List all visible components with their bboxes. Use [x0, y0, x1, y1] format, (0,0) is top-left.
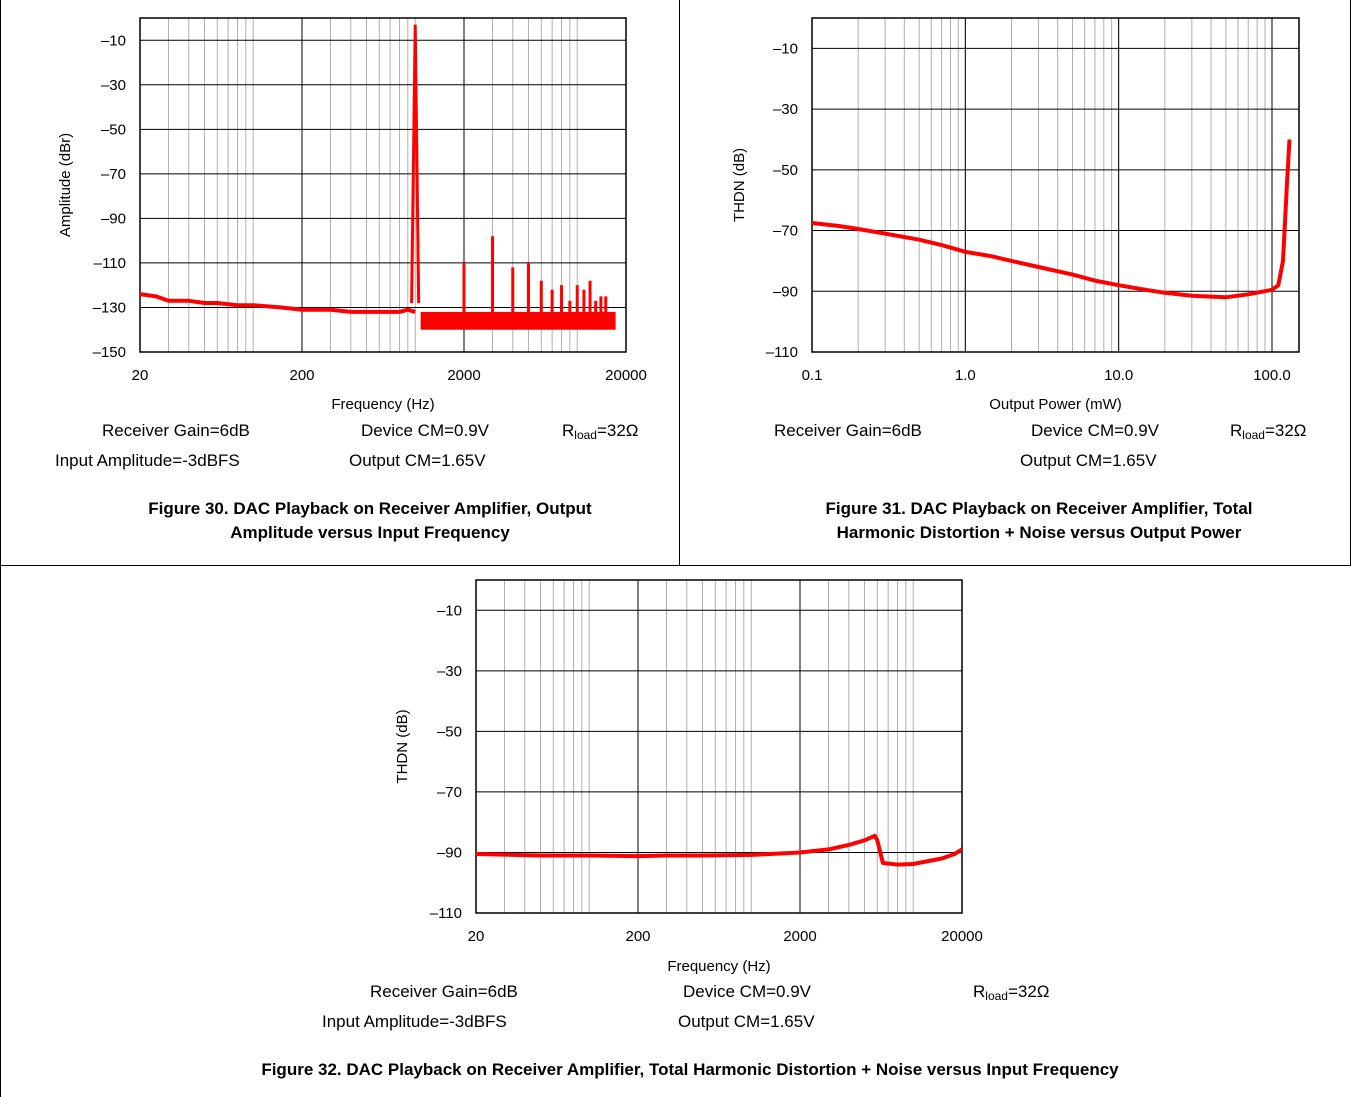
fig30-ytick-label: –70	[101, 166, 126, 183]
fig30-rload-sub: load	[574, 428, 597, 442]
fig30-xtick-label: 20	[132, 367, 149, 384]
fig31-caption-line1: Figure 31. DAC Playback on Receiver Ampl…	[825, 499, 1253, 518]
fig30-rload-suffix: =32Ω	[596, 421, 639, 440]
fig30-device-cm: Device CM=0.9V	[361, 421, 490, 440]
fig31-output-cm: Output CM=1.65V	[1020, 451, 1157, 470]
fig31-series-line	[812, 139, 1292, 300]
fig30-fundamental-peak	[410, 24, 421, 304]
fig32-rload: Rload=32Ω	[973, 982, 1050, 1002]
frame-left-border	[0, 0, 1, 1097]
fig32-ytick-label: –10	[437, 602, 462, 619]
fig31-rload-prefix: R	[1230, 421, 1243, 440]
fig31-rload: Rload=32Ω	[1230, 421, 1307, 441]
fig30-xtick-label: 20000	[605, 367, 647, 384]
fig31-device-cm: Device CM=0.9V	[1031, 421, 1160, 440]
fig32-caption: Figure 32. DAC Playback on Receiver Ampl…	[60, 1058, 1320, 1082]
fig32-rload-sub: load	[985, 989, 1008, 1003]
fig30-output-cm: Output CM=1.65V	[349, 451, 486, 470]
fig32-series-line	[476, 833, 962, 867]
fig31-ytick-label: –10	[773, 40, 798, 57]
fig31-ytick-label: –70	[773, 223, 798, 240]
fig30-rload: Rload=32Ω	[562, 421, 639, 441]
fig30-ytick-label: –10	[101, 32, 126, 49]
fig32-ylabel: THDN (dB)	[394, 709, 411, 783]
fig31-caption: Figure 31. DAC Playback on Receiver Ampl…	[729, 497, 1349, 545]
fig31-xtick-label: 10.0	[1104, 367, 1133, 384]
fig32-caption-line1: Figure 32. DAC Playback on Receiver Ampl…	[261, 1060, 1119, 1079]
fig32-xlabel: Frequency (Hz)	[667, 958, 770, 975]
fig31-plot-border	[811, 17, 1300, 353]
fig31-xtick-label: 100.0	[1253, 367, 1291, 384]
fig31-ytick-label: –90	[773, 283, 798, 300]
fig30-ytick-label: –110	[94, 255, 126, 272]
fig30-caption-line1: Figure 30. DAC Playback on Receiver Ampl…	[148, 499, 592, 518]
fig31-rload-suffix: =32Ω	[1264, 421, 1307, 440]
fig31-ytick-label: –30	[773, 101, 798, 118]
fig32-device-cm: Device CM=0.9V	[683, 982, 812, 1001]
fig32-output-cm: Output CM=1.65V	[678, 1012, 815, 1031]
fig30-caption: Figure 30. DAC Playback on Receiver Ampl…	[60, 497, 680, 545]
fig32-xtick-label: 20	[468, 928, 485, 945]
frame-horizontal-divider	[0, 565, 1351, 566]
fig32-ytick-label: –90	[437, 844, 462, 861]
fig30-caption-line2: Amplitude versus Input Frequency	[230, 523, 510, 542]
fig32-ytick-label: –50	[437, 723, 462, 740]
fig30-noise-floor-line	[139, 292, 416, 314]
fig32-ytick-label: –70	[437, 784, 462, 801]
fig30-ytick-label: –150	[93, 344, 126, 361]
fig30-rload-prefix: R	[562, 421, 575, 440]
fig32-input-amplitude: Input Amplitude=-3dBFS	[322, 1012, 507, 1031]
fig30-plot-border	[139, 17, 627, 353]
fig31-caption-line2: Harmonic Distortion + Noise versus Outpu…	[836, 523, 1242, 542]
fig30-ytick-label: –90	[101, 210, 126, 227]
fig32-xtick-label: 2000	[783, 928, 816, 945]
fig31-xtick-label: 0.1	[802, 367, 823, 384]
fig31-ylabel: THDN (dB)	[731, 148, 748, 222]
fig31-ytick-label: –50	[773, 162, 798, 179]
fig32-xtick-label: 200	[625, 928, 650, 945]
fig32-rload-prefix: R	[973, 982, 986, 1001]
fig31-xlabel: Output Power (mW)	[989, 396, 1122, 413]
fig30-xlabel: Frequency (Hz)	[331, 396, 434, 413]
fig32-ytick-label: –110	[430, 905, 462, 922]
fig32-rload-suffix: =32Ω	[1007, 982, 1050, 1001]
fig30-ytick-label: –50	[101, 121, 126, 138]
fig30-ylabel: Amplitude (dBr)	[57, 133, 74, 237]
fig31-xtick-label: 1.0	[955, 367, 976, 384]
fig32-xtick-label: 20000	[941, 928, 983, 945]
fig32-receiver-gain: Receiver Gain=6dB	[370, 982, 518, 1001]
fig31-rload-sub: load	[1242, 428, 1265, 442]
fig30-xtick-label: 2000	[447, 367, 480, 384]
fig30-ytick-label: –30	[101, 77, 126, 94]
fig32-plot-border	[475, 579, 963, 914]
fig30-xtick-label: 200	[289, 367, 314, 384]
fig31-ytick-label: –110	[766, 344, 798, 361]
fig31-receiver-gain: Receiver Gain=6dB	[774, 421, 922, 440]
fig32-ytick-label: –30	[437, 663, 462, 680]
fig30-input-amplitude: Input Amplitude=-3dBFS	[55, 451, 240, 470]
fig30-receiver-gain: Receiver Gain=6dB	[102, 421, 250, 440]
fig30-ytick-label: –130	[93, 299, 126, 316]
fig30-harmonic-floor-band	[420, 311, 616, 330]
frame-middle-divider	[679, 0, 680, 565]
